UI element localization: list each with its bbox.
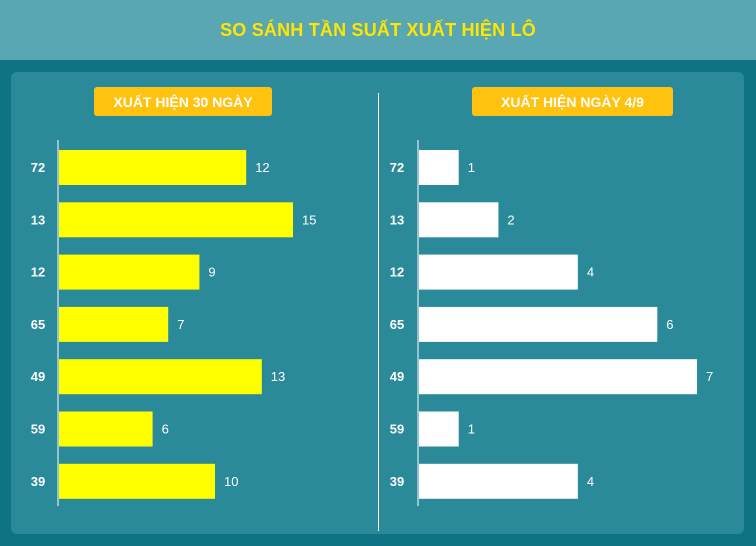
right-category-label: 65 <box>390 317 404 332</box>
right-category-label: 59 <box>390 422 404 437</box>
right-value-label: 6 <box>666 317 673 332</box>
left-bar-39 <box>59 463 215 499</box>
left-bar-12 <box>59 254 200 290</box>
right-bar-72 <box>419 150 459 185</box>
chart-panel <box>11 72 744 534</box>
left-bar-72 <box>59 150 247 185</box>
left-bar-13 <box>59 202 293 238</box>
left-value-label: 13 <box>271 369 285 384</box>
right-bar-13 <box>419 202 499 238</box>
left-category-label: 72 <box>31 160 45 175</box>
right-category-label: 39 <box>390 474 404 489</box>
left-value-label: 15 <box>302 212 316 227</box>
left-category-label: 65 <box>31 317 45 332</box>
right-category-label: 12 <box>390 265 404 280</box>
left-category-label: 49 <box>31 369 45 384</box>
right-value-label: 1 <box>468 422 475 437</box>
right-category-label: 49 <box>390 369 404 384</box>
left-value-label: 10 <box>224 474 238 489</box>
panel-divider <box>378 93 379 531</box>
right-category-label: 72 <box>390 160 404 175</box>
left-category-label: 12 <box>31 265 45 280</box>
left-chart-title: XUẤT HIỆN 30 NGÀY <box>94 87 272 116</box>
right-value-label: 7 <box>706 369 713 384</box>
right-value-label: 2 <box>507 212 514 227</box>
right-bar-39 <box>419 463 578 499</box>
right-value-label: 4 <box>587 474 594 489</box>
left-category-label: 39 <box>31 474 45 489</box>
header-bar: SO SÁNH TẦN SUẤT XUẤT HIỆN LÔ <box>0 0 756 60</box>
right-bar-49 <box>419 359 697 395</box>
right-bar-65 <box>419 306 658 342</box>
page-title: SO SÁNH TẦN SUẤT XUẤT HIỆN LÔ <box>220 19 536 40</box>
right-bar-59 <box>419 411 459 447</box>
left-bar-49 <box>59 359 262 395</box>
left-bar-chart: 72 12 13 15 12 9 65 7 49 13 59 6 39 10 <box>31 140 316 506</box>
right-value-label: 4 <box>587 265 594 280</box>
right-bar-chart: 72 113 212 465 649 759 139 4 <box>390 140 713 506</box>
left-value-label: 12 <box>255 160 269 175</box>
right-bar-12 <box>419 254 578 290</box>
left-category-label: 13 <box>31 212 45 227</box>
left-category-label: 59 <box>31 422 45 437</box>
right-category-label: 13 <box>390 212 404 227</box>
right-value-label: 1 <box>468 160 475 175</box>
left-bar-65 <box>59 306 169 342</box>
left-bar-59 <box>59 411 153 447</box>
left-value-label: 7 <box>177 317 184 332</box>
left-value-label: 9 <box>208 265 215 280</box>
right-chart-title: XUẤT HIỆN NGÀY 4/9 <box>472 87 673 116</box>
left-value-label: 6 <box>162 422 169 437</box>
